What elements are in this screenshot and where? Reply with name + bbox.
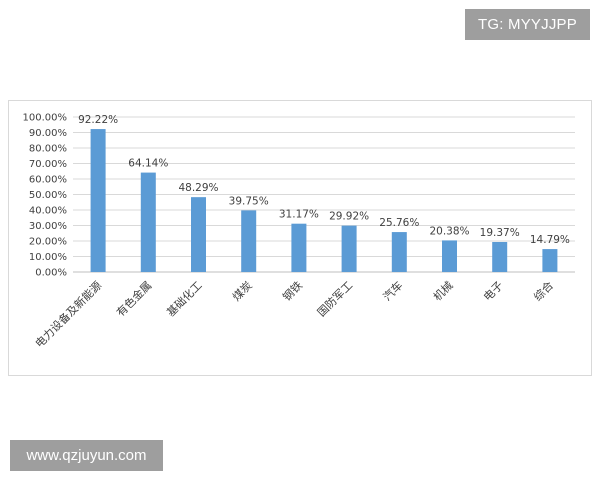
bar — [492, 241, 508, 272]
y-tick-label: 0.00% — [35, 268, 67, 279]
y-tick-label: 50.00% — [29, 190, 67, 201]
data-label: 39.75% — [229, 195, 269, 207]
x-tick-label: 汽车 — [380, 278, 405, 303]
bar — [191, 197, 206, 272]
data-label: 20.38% — [429, 225, 469, 237]
y-tick-label: 60.00% — [29, 175, 67, 186]
bars — [90, 129, 558, 272]
x-tick-label: 电子 — [481, 279, 506, 304]
x-tick-label: 机械 — [430, 278, 455, 303]
watermark-bottom: www.qzjuyun.com — [10, 440, 163, 471]
gridlines — [73, 116, 575, 273]
data-label: 14.79% — [530, 234, 570, 246]
data-labels: 92.22% 64.14% 48.29% 39.75% 31.17% 29.92% 25.7… — [78, 114, 570, 246]
x-axis-labels: 电力设备及新能源 有色金属 基础化工 煤炭 钢铁 国防军工 汽车 机械 电子 综合 — [32, 278, 556, 350]
bar-chart: 0.00% 10.00% 20.00% 30.00% 40.00% 50.00% 60.00… — [23, 113, 575, 350]
data-label: 92.22% — [78, 114, 118, 126]
data-label: 19.37% — [480, 227, 520, 239]
bar — [341, 225, 357, 272]
chart-frame: 0.00% 10.00% 20.00% 30.00% 40.00% 50.00% 60.00… — [8, 100, 592, 376]
x-tick-label: 综合 — [531, 278, 556, 303]
watermark-top: TG: MYYJJPP — [465, 9, 590, 40]
bar — [90, 129, 106, 272]
data-label: 64.14% — [128, 158, 168, 170]
y-tick-label: 30.00% — [29, 221, 67, 232]
x-tick-label: 电力设备及新能源 — [32, 278, 104, 350]
bar — [140, 172, 156, 272]
bar — [291, 223, 307, 272]
bar — [391, 232, 407, 272]
y-tick-label: 100.00% — [23, 113, 68, 124]
y-tick-label: 20.00% — [29, 237, 67, 248]
x-tick-label: 有色金属 — [113, 278, 154, 319]
y-tick-label: 80.00% — [29, 144, 67, 155]
data-label: 29.92% — [329, 211, 369, 223]
data-label: 48.29% — [178, 182, 218, 194]
bar — [542, 249, 558, 272]
bar — [442, 240, 457, 272]
y-tick-label: 10.00% — [29, 252, 67, 263]
x-tick-label: 基础化工 — [164, 278, 205, 319]
x-tick-label: 钢铁 — [280, 279, 305, 304]
x-tick-label: 国防军工 — [314, 278, 355, 319]
bar — [241, 210, 257, 272]
data-label: 31.17% — [279, 209, 319, 221]
x-tick-label: 煤炭 — [230, 279, 255, 304]
y-tick-label: 40.00% — [29, 206, 67, 217]
data-label: 25.76% — [379, 217, 419, 229]
y-tick-label: 70.00% — [29, 159, 67, 170]
y-axis-ticks: 0.00% 10.00% 20.00% 30.00% 40.00% 50.00% 60.00… — [23, 113, 68, 279]
y-tick-label: 90.00% — [29, 128, 67, 139]
